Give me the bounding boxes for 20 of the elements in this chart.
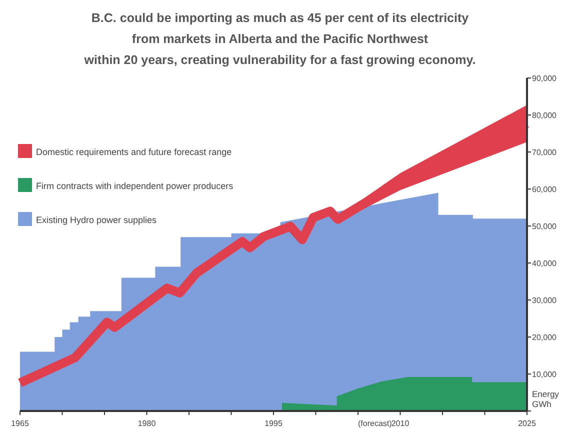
- x-tick-label: 1980: [138, 419, 156, 428]
- legend-label: Existing Hydro power supplies: [36, 215, 158, 225]
- y-tick-label: 10,000: [532, 370, 558, 379]
- y-tick-label: 30,000: [532, 296, 558, 305]
- y-tick-label: 90,000: [532, 74, 558, 83]
- y-tick-label: 60,000: [532, 185, 558, 194]
- y-tick-label: 70,000: [532, 148, 558, 157]
- x-tick-label: 2025: [518, 419, 536, 428]
- x-tick-label: 1995: [264, 419, 283, 428]
- legend-label: Firm contracts with independent power producers: [36, 181, 234, 191]
- x-tick-label: 1965: [11, 419, 30, 428]
- y-tick-label: 20,000: [532, 333, 558, 342]
- legend-label: Domestic requirements and future forecast range: [36, 147, 232, 157]
- annotation: (forecast): [358, 419, 392, 428]
- y-axis-title: Energy GWh: [532, 389, 560, 409]
- y-tick-label: 80,000: [532, 111, 558, 120]
- y-tick-label: 40,000: [532, 259, 558, 268]
- chart-title: B.C. could be importing as much as 45 per cent of its electricity from markets in Alberta and the Pacific Northwest within 20 years, creating vulnerability for a fast growing economy.: [83, 11, 476, 67]
- x-tick-label: 2010: [391, 419, 410, 428]
- y-tick-label: 50,000: [532, 222, 558, 231]
